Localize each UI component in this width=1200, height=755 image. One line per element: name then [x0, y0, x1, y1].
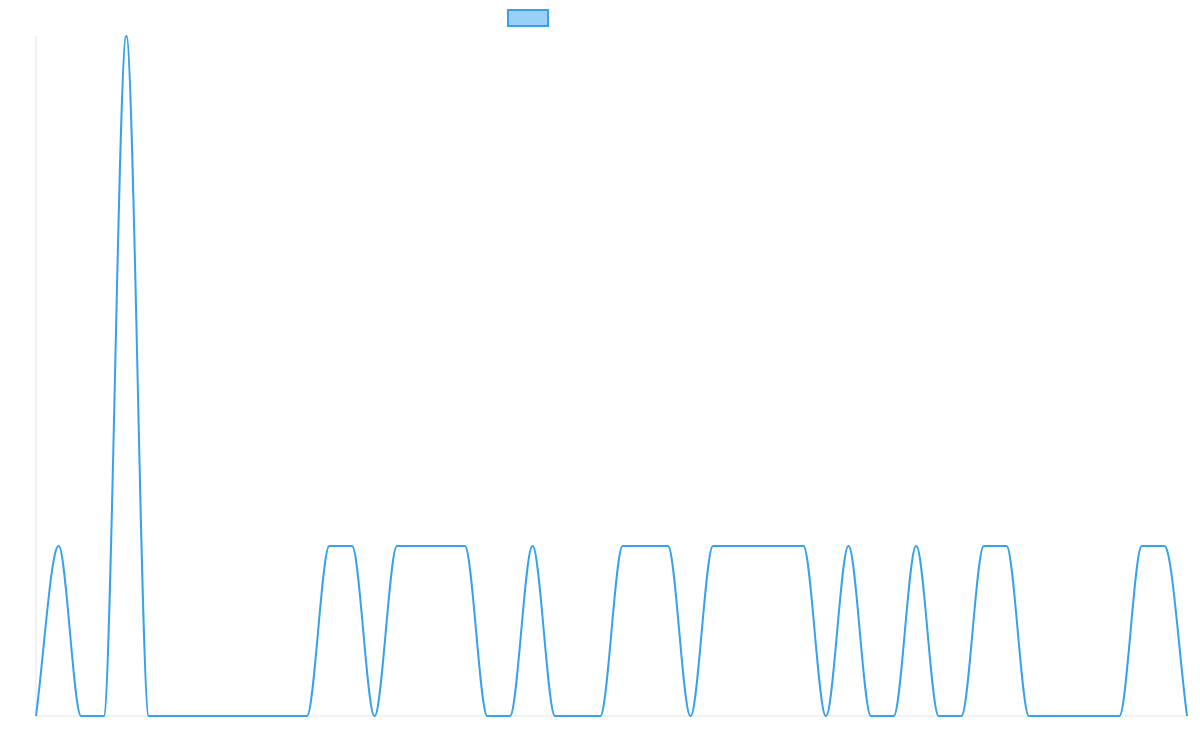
data-point[interactable] — [417, 543, 423, 549]
data-point[interactable] — [507, 713, 513, 719]
series-line — [35, 35, 1188, 717]
data-point[interactable] — [665, 543, 671, 549]
legend[interactable] — [507, 9, 549, 27]
data-point[interactable] — [1184, 713, 1190, 719]
data-point[interactable] — [936, 713, 942, 719]
data-point[interactable] — [530, 543, 536, 549]
data-point[interactable] — [372, 713, 378, 719]
data-point[interactable] — [891, 713, 897, 719]
data-point[interactable] — [484, 713, 490, 719]
data-point[interactable] — [326, 543, 332, 549]
data-point[interactable] — [710, 543, 716, 549]
data-point[interactable] — [1049, 713, 1055, 719]
data-point[interactable] — [214, 713, 220, 719]
data-point[interactable] — [1071, 713, 1077, 719]
data-point[interactable] — [56, 543, 62, 549]
data-point[interactable] — [823, 713, 829, 719]
data-point[interactable] — [620, 543, 626, 549]
data-point[interactable] — [394, 543, 400, 549]
data-point[interactable] — [168, 713, 174, 719]
series-layer — [33, 33, 1190, 719]
data-point[interactable] — [552, 713, 558, 719]
data-point[interactable] — [462, 543, 468, 549]
data-point[interactable] — [687, 713, 693, 719]
data-point[interactable] — [349, 543, 355, 549]
data-point[interactable] — [755, 543, 761, 549]
data-point[interactable] — [1116, 713, 1122, 719]
data-point[interactable] — [439, 543, 445, 549]
data-point[interactable] — [259, 713, 265, 719]
data-point[interactable] — [281, 713, 287, 719]
data-point[interactable] — [981, 543, 987, 549]
data-point[interactable] — [123, 33, 129, 39]
data-point[interactable] — [913, 543, 919, 549]
axes-layer — [35, 36, 1187, 717]
data-point[interactable] — [778, 543, 784, 549]
data-point[interactable] — [1026, 713, 1032, 719]
data-point[interactable] — [800, 543, 806, 549]
data-point[interactable] — [146, 713, 152, 719]
data-point[interactable] — [33, 713, 39, 719]
data-point[interactable] — [733, 543, 739, 549]
data-point[interactable] — [101, 713, 107, 719]
data-point[interactable] — [1139, 543, 1145, 549]
legend-swatch[interactable] — [507, 9, 549, 27]
data-point[interactable] — [78, 713, 84, 719]
data-point[interactable] — [868, 713, 874, 719]
data-point[interactable] — [845, 543, 851, 549]
data-point[interactable] — [958, 713, 964, 719]
data-point[interactable] — [597, 713, 603, 719]
data-point[interactable] — [304, 713, 310, 719]
data-point[interactable] — [1003, 543, 1009, 549]
data-point[interactable] — [1161, 543, 1167, 549]
data-point[interactable] — [642, 543, 648, 549]
data-point[interactable] — [1094, 713, 1100, 719]
data-point[interactable] — [236, 713, 242, 719]
data-point[interactable] — [191, 713, 197, 719]
data-point[interactable] — [575, 713, 581, 719]
